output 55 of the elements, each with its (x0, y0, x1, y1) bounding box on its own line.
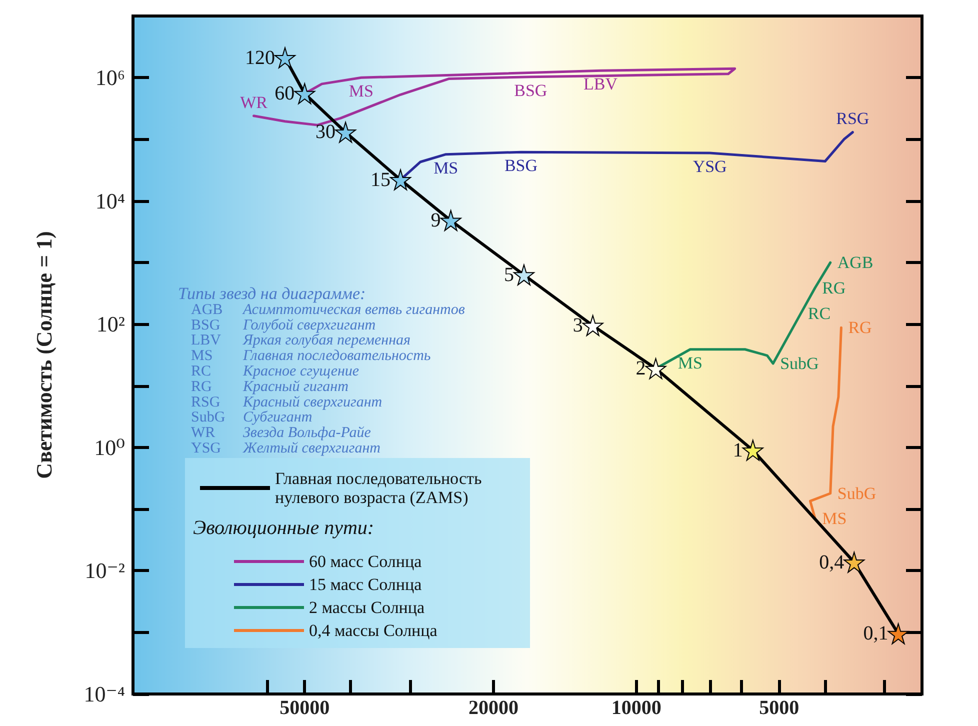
text: YSG Желтый сверхгигант (191, 440, 380, 456)
annotation: WR (240, 92, 268, 112)
text: RG Красный гигант (191, 378, 348, 395)
y-tick-label: 10⁻² (84, 558, 126, 584)
text: MS Главная последовательность (191, 348, 431, 364)
text: BSG Голубой сверхгигант (191, 317, 376, 334)
legend-label: 15 масс Солнца (309, 575, 422, 594)
annotation: MS (348, 82, 374, 101)
text: LBV Яркая голубая переменная (191, 332, 410, 349)
annotation: BSG (514, 80, 548, 100)
annotation: RG (848, 318, 872, 338)
annotation: Типы звезд на диаграмме: (178, 284, 366, 303)
x-tick-label: 50000 (280, 697, 330, 719)
annotation: 15 (370, 168, 391, 191)
annotation: AGB (837, 253, 874, 272)
y-tick-label: 10⁴ (95, 188, 126, 214)
annotation: MS (822, 509, 847, 528)
legend-label: 2 массы Солнца (309, 598, 425, 617)
annotation: 0,1 (863, 622, 888, 645)
annotation: RC (808, 304, 831, 323)
annotation: 2 (636, 358, 646, 380)
y-tick-label: 10⁶ (95, 65, 125, 90)
annotation: MS (678, 353, 702, 372)
annotation: SubG (780, 354, 819, 374)
annotation: 1 (732, 439, 743, 462)
text: WR Звезда Вольфа-Райе (191, 425, 371, 442)
legend-label: Главная последовательность нулевого возраста (ZAMS) (275, 469, 482, 507)
annotation: BSG (504, 156, 538, 176)
y-tick-label: 10⁻⁴ (84, 682, 126, 706)
legend-label: 0,4 массы Солнца (309, 621, 438, 640)
annotation: MS (434, 158, 458, 178)
annotation: SubG (837, 484, 876, 503)
annotation: 5 (504, 264, 514, 286)
annotation: YSG (692, 156, 727, 176)
y-tick-label: 10⁰ (94, 434, 126, 460)
annotation: SubG Субгигант (191, 410, 312, 426)
annotation: 30 (316, 121, 336, 144)
annotation: 120 (245, 46, 276, 69)
annotation: LBV (583, 74, 618, 94)
annotation: 9 (430, 210, 441, 232)
y-axis-title: Светимость (Солнце = 1) (32, 231, 56, 479)
text: AGB Асимптотическая ветвь гигантов (191, 302, 465, 318)
x-tick-label: 10000 (611, 697, 662, 719)
annotation: RSG (836, 109, 870, 128)
text: RC Красное сгущение (191, 364, 360, 380)
text: RSG Красный сверхгигант (191, 394, 382, 410)
annotation: 3 (572, 314, 583, 337)
annotation: RG (822, 278, 846, 298)
x-tick-label: 5000 (759, 697, 800, 719)
legend-title: Эволюционные пути: (193, 517, 374, 539)
y-tick-label: 10² (96, 312, 126, 337)
annotation: 0,4 (819, 551, 844, 574)
legend-label: 60 масс Солнца (309, 552, 422, 571)
x-tick-label: 20000 (468, 697, 518, 719)
annotation: 60 (274, 82, 295, 105)
